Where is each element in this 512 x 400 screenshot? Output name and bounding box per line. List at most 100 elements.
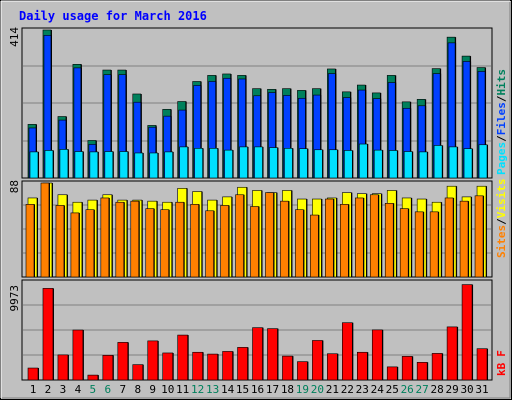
bar-kb xyxy=(267,328,278,381)
x-tick-label: 24 xyxy=(371,383,385,396)
bar-pages xyxy=(194,148,203,179)
bar-pages xyxy=(254,146,263,179)
bar-pages xyxy=(149,152,159,179)
middle-legend: Sites/Visits xyxy=(495,179,508,259)
x-tick-label: 23 xyxy=(356,383,369,396)
bar-pages xyxy=(433,145,443,179)
bar-kb xyxy=(252,327,263,381)
bar-pages xyxy=(29,151,39,179)
bar-sites xyxy=(85,209,95,278)
bar-sites xyxy=(115,201,125,278)
bar-kb xyxy=(42,288,54,381)
bar-sites xyxy=(444,197,454,278)
bar-pages xyxy=(89,151,99,179)
bar-sites xyxy=(354,197,364,278)
bar-kb xyxy=(222,351,233,381)
x-axis-labels: 1 2 3 4 5 6 7 8 9 10 11 12 13 14 15 16 17 18 19 20 21 22 23 24 2… xyxy=(30,383,489,396)
x-tick-label: 11 xyxy=(176,383,189,396)
legend-f: F xyxy=(495,350,508,357)
bar-sites xyxy=(235,194,244,278)
bar-kb xyxy=(177,334,188,381)
bar-kb xyxy=(476,348,488,381)
x-tick-label: 19 xyxy=(296,383,309,396)
bar-sites xyxy=(205,210,214,278)
bar-pages xyxy=(119,151,129,179)
bar-pages xyxy=(104,151,114,179)
x-tick-label: 25 xyxy=(386,383,399,396)
bar-sites xyxy=(160,209,170,278)
x-tick-label: 22 xyxy=(341,383,354,396)
x-tick-label: 6 xyxy=(105,383,112,396)
bar-pages xyxy=(284,148,293,179)
bar-pages xyxy=(314,149,323,179)
legend-files: Files xyxy=(495,102,508,135)
bar-pages xyxy=(179,146,188,179)
bar-kb xyxy=(207,353,218,381)
bar-kb xyxy=(132,364,144,381)
legend-visits: Visits xyxy=(495,179,508,219)
bar-pages xyxy=(74,151,84,179)
top-ymax-label: 414 xyxy=(8,27,21,47)
legend-pages: Pages xyxy=(495,142,508,175)
x-tick-label: 1 xyxy=(30,383,37,396)
bar-kb xyxy=(401,356,413,381)
x-tick-label: 4 xyxy=(75,383,82,396)
x-tick-label: 27 xyxy=(416,383,429,396)
bar-pages xyxy=(358,143,368,179)
bar-pages xyxy=(329,149,338,179)
chart-title: Daily usage for March 2016 xyxy=(19,9,207,23)
bar-sites xyxy=(130,200,140,278)
x-tick-label: 14 xyxy=(221,383,235,396)
bar-pages xyxy=(164,151,174,179)
x-tick-label: 18 xyxy=(281,383,294,396)
bar-sites xyxy=(459,200,469,278)
bar-pages xyxy=(224,149,233,179)
x-tick-label: 29 xyxy=(445,383,458,396)
bar-kb xyxy=(371,329,383,381)
bar-sites xyxy=(190,204,199,278)
x-tick-label: 20 xyxy=(311,383,324,396)
x-tick-label: 26 xyxy=(401,383,414,396)
bar-kb xyxy=(312,340,323,381)
bar-sites xyxy=(100,197,110,278)
bar-sites xyxy=(280,200,289,278)
bar-sites xyxy=(340,204,349,278)
bar-kb xyxy=(446,326,458,381)
bar-kb xyxy=(282,355,293,381)
bar-pages xyxy=(44,150,54,179)
legend-hits: Hits xyxy=(495,69,508,96)
x-tick-label: 10 xyxy=(161,383,174,396)
x-tick-label: 8 xyxy=(134,383,141,396)
legend-sep: / xyxy=(495,218,508,225)
x-tick-label: 30 xyxy=(460,383,473,396)
bar-pages xyxy=(373,149,383,179)
bar-sites xyxy=(25,204,35,278)
x-tick-label: 17 xyxy=(266,383,279,396)
legend-sites: Sites xyxy=(495,225,508,258)
bar-sites xyxy=(250,206,259,278)
x-tick-label: 28 xyxy=(431,383,444,396)
bar-sites xyxy=(265,192,274,278)
bar-pages xyxy=(344,150,353,179)
bars-layer xyxy=(25,29,489,381)
x-tick-label: 15 xyxy=(236,383,249,396)
bar-kb xyxy=(342,322,353,381)
bar-kb xyxy=(356,351,368,381)
middle-ymax-label: 88 xyxy=(8,180,21,193)
legend-kb: kB xyxy=(495,362,508,376)
bar-kb xyxy=(386,366,398,381)
bar-sites xyxy=(384,202,394,278)
bar-kb xyxy=(431,353,443,381)
bar-sites xyxy=(310,214,319,278)
bar-sites xyxy=(55,205,65,278)
bar-kb xyxy=(327,353,338,381)
x-tick-label: 5 xyxy=(90,383,97,396)
bottom-legend: kB F xyxy=(495,350,508,376)
x-tick-label: 12 xyxy=(191,383,204,396)
bar-sites xyxy=(474,195,484,278)
bar-pages xyxy=(239,146,248,179)
bar-kb xyxy=(416,362,428,381)
bar-sites xyxy=(429,211,439,278)
bar-sites xyxy=(369,194,379,278)
x-tick-label: 13 xyxy=(206,383,219,396)
